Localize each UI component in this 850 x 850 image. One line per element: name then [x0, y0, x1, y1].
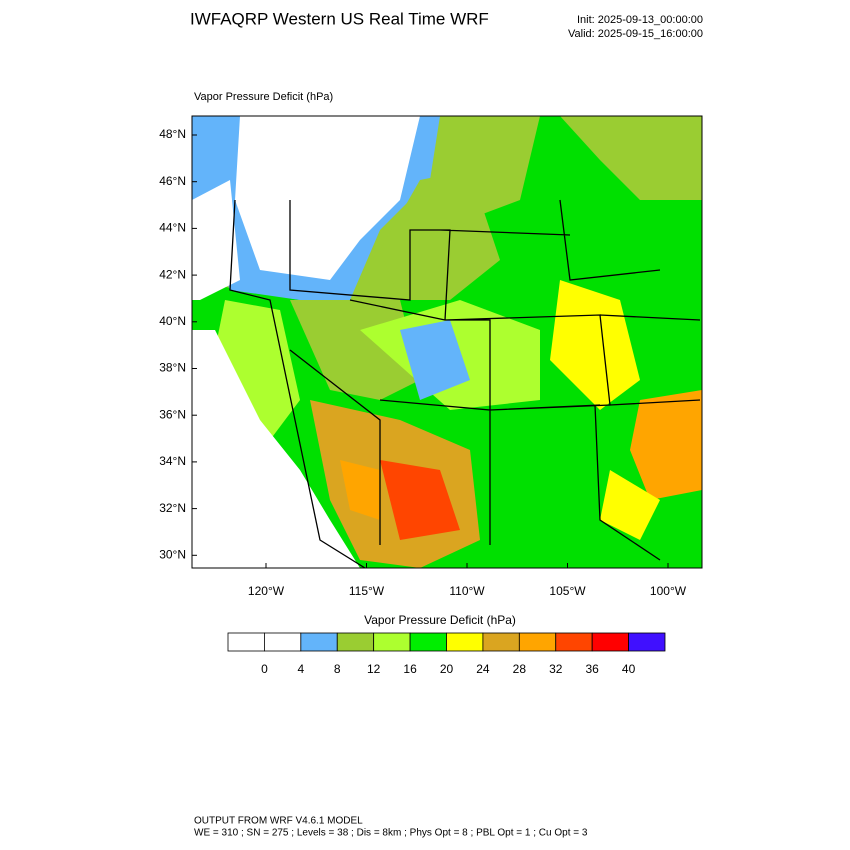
colorbar-label: 24	[476, 662, 490, 676]
lat-label: 38°N	[159, 361, 186, 375]
colorbar-label: 28	[513, 662, 527, 676]
lat-label: 46°N	[159, 174, 186, 188]
colorbar-label: 32	[549, 662, 563, 676]
colorbar-label: 16	[403, 662, 417, 676]
colorbar-label: 4	[297, 662, 304, 676]
colorbar-label: 0	[261, 662, 268, 676]
valid-time: Valid: 2025-09-15_16:00:00	[568, 28, 703, 40]
lon-label: 120°W	[248, 584, 285, 598]
colorbar-label: 12	[367, 662, 381, 676]
colorbar-box	[264, 632, 302, 652]
lat-label: 36°N	[159, 407, 186, 421]
colorbar-box	[518, 632, 557, 652]
lat-label: 48°N	[159, 127, 186, 141]
colorbar-label: 40	[622, 662, 636, 676]
footer-line: OUTPUT FROM WRF V4.6.1 MODEL	[194, 816, 363, 827]
colorbar-box	[336, 632, 375, 652]
colorbar-label: 8	[334, 662, 341, 676]
lat-label: 42°N	[159, 267, 186, 281]
colorbar-box	[227, 632, 265, 652]
colorbar-label: 20	[440, 662, 454, 676]
footer-line: WE = 310 ; SN = 275 ; Levels = 38 ; Dis …	[194, 828, 588, 839]
colorbar-box	[591, 632, 629, 652]
colorbar-box	[373, 632, 411, 652]
colorbar-box	[446, 632, 484, 652]
colorbar-box	[300, 632, 338, 652]
lat-label: 40°N	[159, 314, 186, 328]
init-time: Init: 2025-09-13_00:00:00	[577, 14, 703, 26]
colorbar-title: Vapor Pressure Deficit (hPa)	[364, 613, 516, 627]
map-field	[192, 116, 702, 568]
map-label: Vapor Pressure Deficit (hPa)	[194, 91, 333, 103]
map-frame	[191, 115, 703, 569]
title: IWFAQRP Western US Real Time WRF	[190, 9, 489, 28]
lat-label: 32°N	[159, 501, 186, 515]
colorbar-box	[482, 632, 520, 652]
colorbar-box	[628, 632, 666, 652]
lon-label: 115°W	[349, 584, 385, 598]
lon-label: 100°W	[650, 584, 687, 598]
colorbar-box	[555, 632, 593, 652]
lon-label: 110°W	[449, 584, 485, 598]
lat-label: 34°N	[159, 454, 186, 468]
lon-label: 105°W	[549, 584, 586, 598]
colorbar-label: 36	[585, 662, 599, 676]
colorbar-box	[409, 632, 447, 652]
lat-label: 44°N	[159, 221, 186, 235]
lat-label: 30°N	[159, 547, 186, 561]
